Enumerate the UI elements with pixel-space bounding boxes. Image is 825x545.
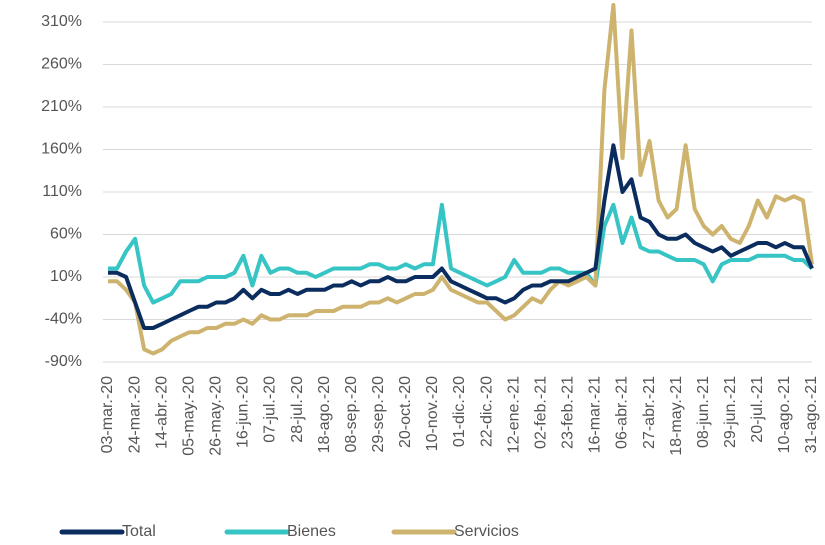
x-tick-label: 01-dic.-20 [451,376,468,447]
y-tick-label: 110% [42,183,82,200]
x-tick-label: 06-abr.-21 [614,376,631,449]
x-tick-label: 29-jun.-21 [722,376,739,448]
legend-label: Total [122,523,156,540]
series-line [108,143,814,330]
series-line [108,202,814,305]
x-tick-label: 28-jul.-20 [289,376,306,443]
x-tick-label: 18-may.-21 [668,376,685,456]
series-line [108,3,814,356]
x-tick-label: 12-ene.-21 [505,376,522,453]
x-tick-label: 10-ago.-21 [776,376,793,453]
x-tick-label: 23-feb.-21 [560,376,577,449]
y-tick-label: 210% [41,98,82,115]
y-tick-label: 310% [41,13,82,30]
x-tick-label: 02-feb.-21 [532,376,549,449]
x-tick-label: 31-ago.-21 [803,376,820,453]
x-tick-label: 08-sep.-20 [343,376,360,453]
x-tick-label: 08-jun.-21 [695,376,712,448]
x-tick-label: 16-mar.-21 [587,376,604,453]
y-tick-label: 10% [50,268,82,285]
legend-label: Servicios [454,523,519,540]
x-tick-label: 14-abr.-20 [153,376,170,449]
x-tick-label: 05-may.-20 [180,376,197,456]
x-tick-label: 27-abr.-21 [641,376,658,449]
y-tick-label: -40% [45,311,82,328]
x-tick-label: 26-may.-20 [208,376,225,456]
x-tick-label: 18-ago.-20 [316,376,333,453]
y-tick-label: 60% [50,226,82,243]
x-tick-label: 29-sep.-20 [370,376,387,453]
x-tick-label: 20-jul.-21 [749,376,766,443]
y-tick-label: 160% [41,141,82,158]
x-tick-label: 03-mar.-20 [99,376,116,453]
x-tick-label: 07-jul.-20 [262,376,279,443]
y-tick-label: 260% [41,56,82,73]
y-tick-label: -90% [45,353,82,370]
x-tick-label: 10-nov.-20 [424,376,441,451]
legend-label: Bienes [287,523,336,540]
x-tick-label: 22-dic.-20 [478,376,495,447]
x-tick-label: 16-jun.-20 [235,376,252,448]
x-tick-label: 24-mar.-20 [126,376,143,453]
x-tick-label: 20-oct.-20 [397,376,414,448]
